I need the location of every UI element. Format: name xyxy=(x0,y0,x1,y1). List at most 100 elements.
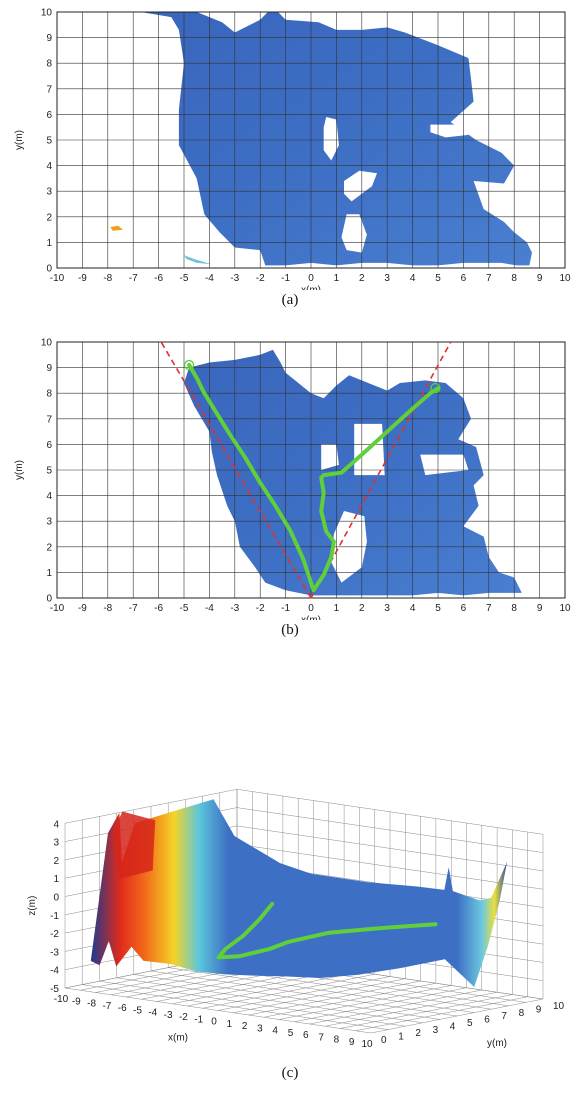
y-tick-label: 8 xyxy=(46,59,52,70)
x-tick-label: 4 xyxy=(410,603,416,614)
x-tick-label: 1 xyxy=(227,1019,233,1030)
unmapped-hole-0 xyxy=(323,117,339,161)
x-tick-label: -10 xyxy=(54,994,69,1005)
path-endpoint-1 xyxy=(430,382,441,394)
z-tick-label: -2 xyxy=(50,929,59,940)
y-tick-label: 3 xyxy=(46,187,52,198)
y-tick-label: 6 xyxy=(484,1015,490,1026)
panel-c: -10 -9 -8 -7 -6 -5 -4 -3 -2 -1 0 1 2 3 4 5 6 7 8 9 10 0 1 2 3 4 5 6… xyxy=(0,650,580,1085)
x-tick-label: -1 xyxy=(281,273,290,284)
x-tick-label: -4 xyxy=(205,603,214,614)
patch-orange xyxy=(110,225,123,231)
x-tick-label: 6 xyxy=(461,603,467,614)
caption-a: (a) xyxy=(281,292,299,308)
x-tick-label: 2 xyxy=(359,273,365,284)
floor-grid-y xyxy=(82,984,389,1030)
x-tick-label: 0 xyxy=(308,273,314,284)
x-tick-label: -10 xyxy=(50,603,65,614)
caption-c: (c) xyxy=(281,1065,299,1081)
floor-grid-y xyxy=(133,974,440,1020)
unmapped-hole-1 xyxy=(430,124,469,138)
x-tick-label: -2 xyxy=(256,273,265,284)
x-tick-label: -6 xyxy=(154,273,163,284)
back-grid-z xyxy=(236,825,544,872)
x-tick-label: 7 xyxy=(318,1032,324,1043)
y-tick-label: 5 xyxy=(467,1018,473,1029)
back-grid-z xyxy=(236,843,544,890)
unmapped-hole-0 xyxy=(321,444,339,470)
y-tick-label: 6 xyxy=(46,110,52,121)
z-tick-label: 4 xyxy=(53,819,59,830)
x-tick-label: 9 xyxy=(537,603,543,614)
x-tick-label: -2 xyxy=(179,1012,188,1023)
y-tick-label: 6 xyxy=(46,440,52,451)
surface-plot-3d: -10 -9 -8 -7 -6 -5 -4 -3 -2 -1 0 1 2 3 4 5 6 7 8 9 10 0 1 2 3 4 5 6… xyxy=(27,789,565,1050)
x-tick-label: 4 xyxy=(272,1026,278,1037)
z-axis-label: z(m) xyxy=(27,896,38,916)
unmapped-hole-3 xyxy=(341,214,367,253)
x-tick-label: 5 xyxy=(288,1028,294,1039)
x-tick-label: 3 xyxy=(384,603,390,614)
y-tick-label: 4 xyxy=(46,161,52,172)
y-tick-label: 2 xyxy=(46,542,52,553)
x-axis-label: x(m) xyxy=(168,1033,188,1044)
x-tick-label: 8 xyxy=(334,1035,340,1046)
fov-line-1 xyxy=(310,341,452,599)
y-tick-label: 10 xyxy=(553,1001,565,1012)
x-tick-label: 8 xyxy=(511,603,517,614)
y-tick-label: 4 xyxy=(46,491,52,502)
x-tick-label: 9 xyxy=(349,1037,355,1048)
x-tick-label: 10 xyxy=(559,273,571,284)
y-tick-label: 5 xyxy=(46,466,52,477)
x-axis-label: x(m) xyxy=(301,285,321,290)
panel-b: -10 -9 -8 -7 -6 -5 -4 -3 -2 -1 0 1 2 3 4 5 6 7 8 9 10 0 1 2 3 4 5 6… xyxy=(0,330,580,640)
z-tick-label: -3 xyxy=(50,947,59,958)
x-tick-label: -8 xyxy=(103,603,112,614)
peak-highlight xyxy=(112,811,156,880)
panel-a: -10 -9 -8 -7 -6 -5 -4 -3 -2 -1 0 1 2 3 4 5 6 7 8 9 10 0 1 2 3 4 5 6… xyxy=(0,0,580,310)
robot-path xyxy=(187,363,440,593)
y-axis-label: y(m) xyxy=(487,1038,507,1049)
y-tick-label: 1 xyxy=(46,568,52,579)
x-tick-label: -3 xyxy=(230,273,239,284)
x-tick-label: -6 xyxy=(118,1003,127,1014)
z-tick-label: -1 xyxy=(50,911,59,922)
floor-grid-y xyxy=(99,980,406,1027)
y-tick-label: 9 xyxy=(536,1004,542,1015)
x-tick-label: 4 xyxy=(410,273,416,284)
x-tick-label: -9 xyxy=(78,603,87,614)
z-tick-label: -4 xyxy=(50,966,59,977)
y-tick-label: 3 xyxy=(46,517,52,528)
x-tick-label: 3 xyxy=(257,1023,263,1034)
x-tick-label: -10 xyxy=(50,273,65,284)
x-tick-label: 2 xyxy=(359,603,365,614)
x-tick-label: 10 xyxy=(361,1039,373,1050)
x-axis-label: x(m) xyxy=(301,615,321,620)
mapped-region xyxy=(184,349,522,596)
x-tick-label: -9 xyxy=(72,996,81,1007)
occupancy-map-a: -10 -9 -8 -7 -6 -5 -4 -3 -2 -1 0 1 2 3 4 5 6 7 8 9 100123456… xyxy=(14,8,571,297)
x-tick-label: -4 xyxy=(148,1008,157,1019)
caption-b: (b) xyxy=(281,622,299,638)
x-tick-label: 0 xyxy=(308,603,314,614)
x-tick-label: -5 xyxy=(180,273,189,284)
left-grid-z xyxy=(64,789,238,824)
y-tick-label: 1 xyxy=(398,1032,404,1043)
robot-path-3d xyxy=(216,901,438,960)
x-tick-label: 1 xyxy=(334,273,340,284)
x-tick-label: 8 xyxy=(511,273,517,284)
back-grid-z xyxy=(236,789,544,835)
x-tick-label: -1 xyxy=(194,1014,203,1025)
y-tick-label: 1 xyxy=(46,238,52,249)
floor-grid-y xyxy=(168,967,475,1013)
y-tick-label: 8 xyxy=(46,389,52,400)
x-tick-label: -8 xyxy=(87,999,96,1010)
x-tick-label: 2 xyxy=(242,1021,248,1032)
z-tick-label: 0 xyxy=(53,893,59,904)
unmapped-hole-2 xyxy=(344,170,377,202)
x-tick-label: 7 xyxy=(486,273,492,284)
x-tick-label: 3 xyxy=(384,273,390,284)
x-tick-label: -1 xyxy=(281,603,290,614)
y-tick-label: 9 xyxy=(46,33,52,44)
occupancy-map-b: -10 -9 -8 -7 -6 -5 -4 -3 -2 -1 0 1 2 3 4 5 6 7 8 9 100123456… xyxy=(14,338,571,627)
